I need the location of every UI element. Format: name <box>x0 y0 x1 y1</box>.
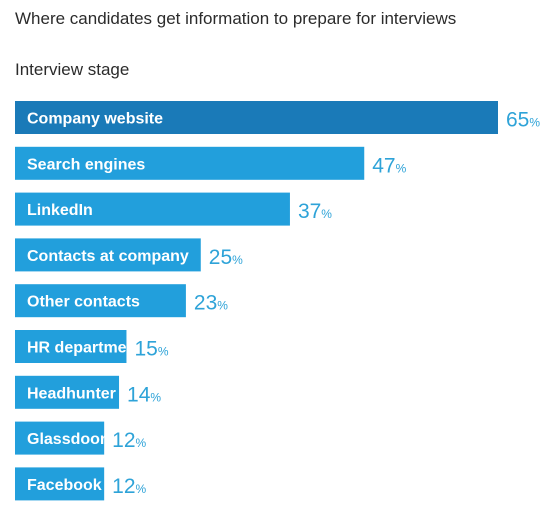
value-label: 47% <box>372 154 406 177</box>
chart-subtitle: Interview stage <box>15 60 130 79</box>
bar-facebook <box>15 467 105 501</box>
bar-label: Headhunter <box>27 385 116 402</box>
bar-label: Company website <box>27 111 163 128</box>
value-label: 25% <box>209 246 243 269</box>
bar-glassdoor <box>15 421 105 455</box>
bar-headhunter <box>15 375 120 409</box>
bar-label: HR department <box>27 340 142 357</box>
bar-other-contacts <box>15 284 186 318</box>
chart-title: Where candidates get information to prep… <box>15 9 457 28</box>
bar-label: Other contacts <box>27 294 140 311</box>
value-label: 12% <box>112 475 146 498</box>
value-label: 12% <box>112 429 146 452</box>
bar-label: Glassdoor <box>27 431 106 448</box>
bar-contacts-at-company <box>15 238 201 272</box>
bar-label: Contacts at company <box>27 248 189 265</box>
value-label: 37% <box>298 200 332 223</box>
bar-company-website <box>15 101 498 134</box>
value-label: 65% <box>506 109 540 132</box>
value-label: 23% <box>194 292 228 315</box>
bar-linkedin <box>15 192 290 226</box>
bar-label: LinkedIn <box>27 202 93 219</box>
bar-search-engines <box>15 146 365 180</box>
value-label: 15% <box>134 338 168 361</box>
bar-label: Facebook <box>27 477 102 494</box>
bar-label: Search engines <box>27 156 145 173</box>
bar-hr-department <box>15 330 127 363</box>
value-label: 14% <box>127 383 161 406</box>
